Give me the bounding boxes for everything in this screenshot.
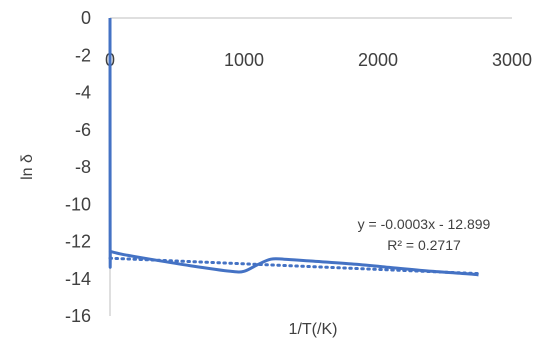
y-tick-label: -8 <box>75 157 91 177</box>
y-axis-title: ln δ <box>19 154 36 180</box>
data-series <box>108 17 479 277</box>
x-axis-title: 1/T(/K) <box>289 321 338 338</box>
y-tick-label: -12 <box>65 232 91 252</box>
y-tick-label: -4 <box>75 83 91 103</box>
y-tick-label: -16 <box>65 306 91 326</box>
series-line-0 <box>108 17 479 277</box>
x-axis: 0 1000 2000 3000 <box>105 17 532 70</box>
x-tick-label: 1000 <box>224 50 264 70</box>
y-tick-label: 0 <box>81 8 91 28</box>
x-tick-label: 2000 <box>358 50 398 70</box>
y-tick-label: -6 <box>75 120 91 140</box>
trendline-r-squared: R² = 0.2717 <box>387 237 461 253</box>
y-tick-label: -14 <box>65 269 91 289</box>
trendline-equation: y = -0.0003x - 12.899 <box>358 216 491 232</box>
chart-labels: ln δ 1/T(/K) y = -0.0003x - 12.899 R² = … <box>19 154 491 338</box>
y-tick-label: -10 <box>65 194 91 214</box>
y-tick-label: -2 <box>75 45 91 65</box>
x-tick-label: 3000 <box>492 50 532 70</box>
y-axis: 0 -2 -4 -6 -8 -10 -12 -14 -16 <box>65 8 111 326</box>
